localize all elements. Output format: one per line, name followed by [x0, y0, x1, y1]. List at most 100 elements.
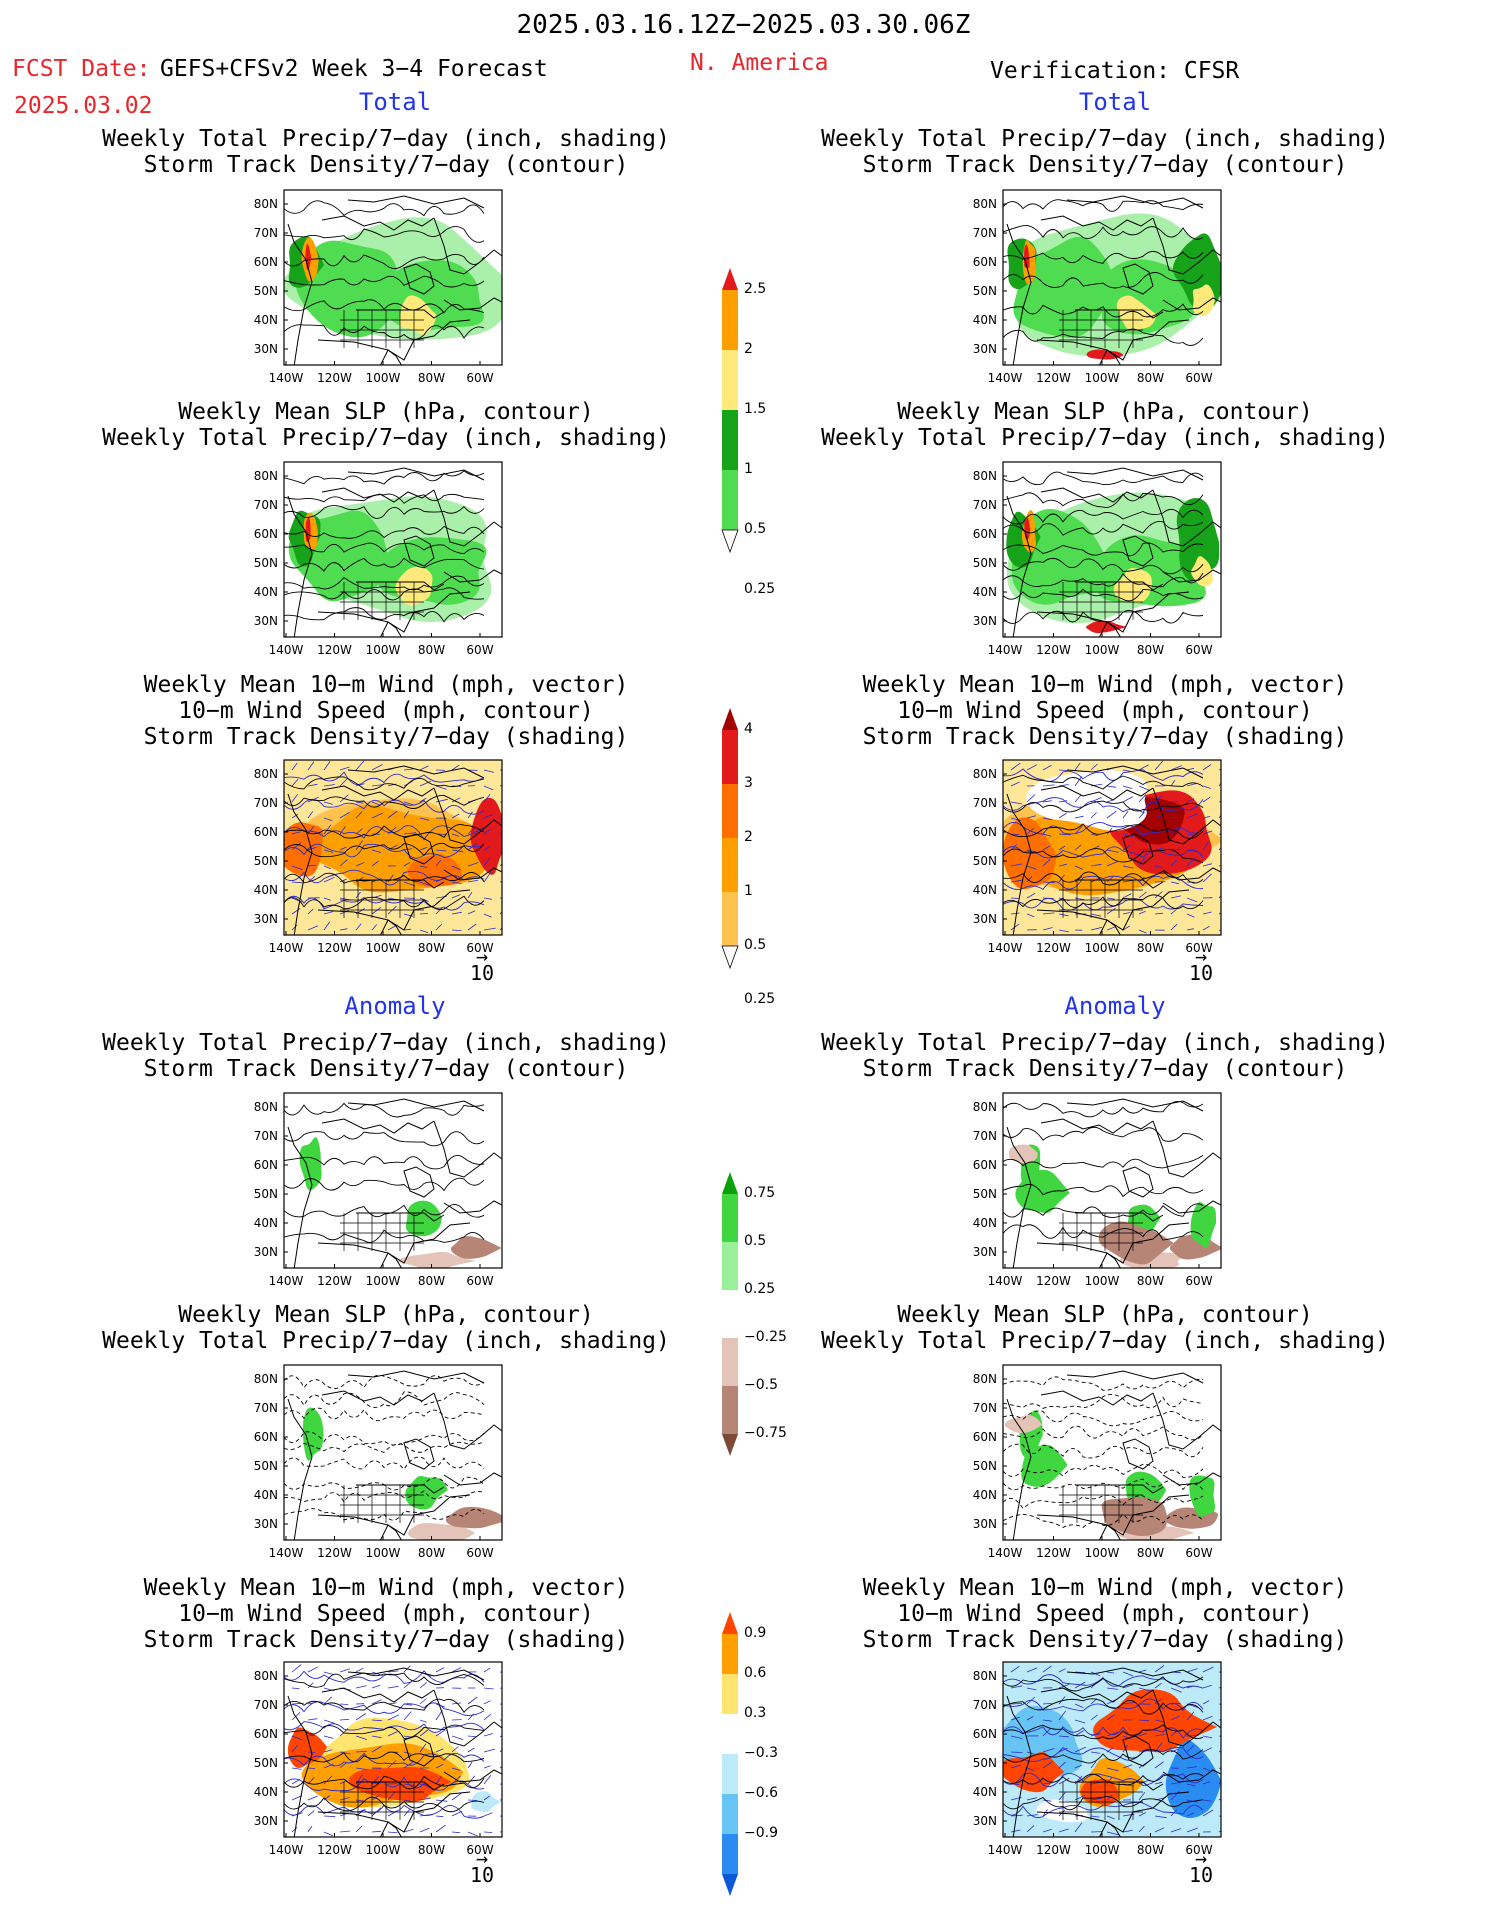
- colorbar-segment: [722, 1434, 738, 1456]
- longitude-label: 100W: [366, 1843, 401, 1857]
- wind-vector: [291, 1712, 301, 1721]
- panel-title: Storm Track Density/7−day (contour): [143, 152, 629, 178]
- storm-anomaly-positive: [287, 1727, 328, 1768]
- coastline: [347, 195, 485, 209]
- wind-vector: [483, 1713, 492, 1721]
- latitude-label: 70N: [973, 226, 997, 240]
- coastline: [356, 1484, 445, 1494]
- contour-line: [284, 771, 485, 785]
- longitude-label: 140W: [988, 1546, 1023, 1560]
- map-frame: [1002, 189, 1222, 366]
- wind-vector: [419, 797, 427, 803]
- colorbar-segment: [722, 1714, 738, 1754]
- coastline: [1040, 1390, 1154, 1406]
- coastline: [1122, 1735, 1154, 1767]
- contour-line: [1003, 1698, 1204, 1712]
- verification-label: Verification: CFSR: [990, 58, 1240, 84]
- contour-line: [1003, 1394, 1204, 1409]
- wind-vector: [1058, 1761, 1066, 1769]
- coastline: [1040, 785, 1154, 801]
- longitude-label: 120W: [317, 371, 352, 385]
- wind-vector: [355, 1767, 368, 1770]
- wind-vector: [323, 801, 334, 805]
- coastline: [1098, 1252, 1121, 1268]
- coastline: [1006, 223, 1032, 365]
- vector-scale: → 10: [452, 1848, 512, 1885]
- map-svg: 80N 70N 60N 50N 40N 30N 140W 120W 100W 80W 60W: [973, 1092, 1222, 1288]
- wind-vector: [1026, 913, 1035, 918]
- contour-line: [284, 824, 485, 839]
- longitude-label: 120W: [317, 1546, 352, 1560]
- wind-vector: [1138, 1732, 1148, 1737]
- contour-line: [1003, 303, 1204, 318]
- vector-scale-value: 10: [1188, 1863, 1214, 1887]
- wind-vector: [1186, 1812, 1194, 1817]
- panel-title: Storm Track Density/7−day (contour): [143, 1056, 629, 1082]
- longitude-label: 60W: [1185, 1843, 1212, 1857]
- panel-title: Weekly Total Precip/7−day (inch, shading…: [102, 425, 670, 451]
- wind-vector: [1170, 779, 1176, 787]
- wind-vector: [1010, 1665, 1020, 1673]
- latitude-label: 80N: [973, 469, 997, 483]
- coastline: [1006, 1126, 1032, 1268]
- precip-heavy-shading: [1176, 497, 1220, 581]
- colorbar-segment: [722, 1386, 738, 1434]
- longitude-label: 100W: [366, 643, 401, 657]
- contour-line: [1003, 1224, 1204, 1241]
- colorbar-label: 3: [744, 775, 753, 791]
- contour-line: [284, 776, 485, 791]
- precip-anomaly-positive: [405, 1200, 442, 1237]
- coastline: [356, 879, 445, 889]
- wind-vector: [435, 1729, 446, 1737]
- longitude-label: 80W: [1137, 941, 1164, 955]
- colorbar-segment: [722, 1794, 738, 1834]
- panel-title: 10−m Wind Speed (mph, contour): [178, 1601, 594, 1627]
- panel-title: Weekly Mean 10−m Wind (mph, vector): [143, 1575, 629, 1601]
- longitude-label: 60W: [1185, 643, 1212, 657]
- wind-vector: [1010, 1703, 1023, 1705]
- coastline: [287, 1398, 313, 1540]
- precip-anomaly-negative: [445, 1506, 502, 1529]
- contour-line: [284, 794, 485, 809]
- longitude-label: 80W: [1137, 371, 1164, 385]
- wind-vector: [499, 1749, 502, 1753]
- wind-vector: [291, 908, 301, 915]
- wind-vector: [1042, 912, 1055, 915]
- longitude-label: 60W: [466, 1843, 493, 1857]
- contour-line: [284, 1508, 485, 1521]
- longitude-label: 120W: [317, 1274, 352, 1288]
- map-panel: 80N 70N 60N 50N 40N 30N 140W 120W 100W 80W 60W: [234, 752, 552, 967]
- latitude-label: 70N: [973, 1401, 997, 1415]
- wind-vector: [1058, 1710, 1066, 1721]
- wind-vector: [1186, 897, 1198, 903]
- latitude-label: 80N: [973, 1669, 997, 1683]
- coastline: [1066, 1098, 1204, 1112]
- coastline: [347, 467, 485, 481]
- contour-line: [1003, 542, 1204, 557]
- colorbar: [720, 708, 780, 974]
- wind-vector: [323, 1719, 335, 1724]
- wind-vector: [1074, 1746, 1087, 1753]
- coastline: [347, 765, 485, 779]
- longitude-label: 100W: [1085, 371, 1120, 385]
- latitude-label: 60N: [254, 1727, 278, 1741]
- contour-line: [284, 842, 485, 858]
- panel-title: Storm Track Density/7−day (contour): [862, 1056, 1348, 1082]
- wind-vector: [1010, 897, 1020, 899]
- wind-vector: [1090, 913, 1102, 917]
- colorbar-label: −0.5: [744, 1377, 778, 1393]
- wind-vector: [355, 811, 363, 819]
- latitude-label: 30N: [254, 342, 278, 356]
- latitude-label: 30N: [973, 1517, 997, 1531]
- wind-vector: [1154, 847, 1164, 851]
- wind-vector: [1186, 1711, 1195, 1721]
- wind-vector: [1202, 1781, 1211, 1785]
- contour-line: [1003, 774, 1204, 790]
- wind-vector: [1026, 892, 1036, 899]
- panel-title: Storm Track Density/7−day (shading): [143, 724, 629, 750]
- colorbar-label: 0.5: [744, 521, 767, 537]
- wind-vector: [387, 1792, 395, 1801]
- longitude-label: 80W: [1137, 1843, 1164, 1857]
- colorbar-label: 2.5: [744, 281, 767, 297]
- wind-vector: [323, 876, 335, 883]
